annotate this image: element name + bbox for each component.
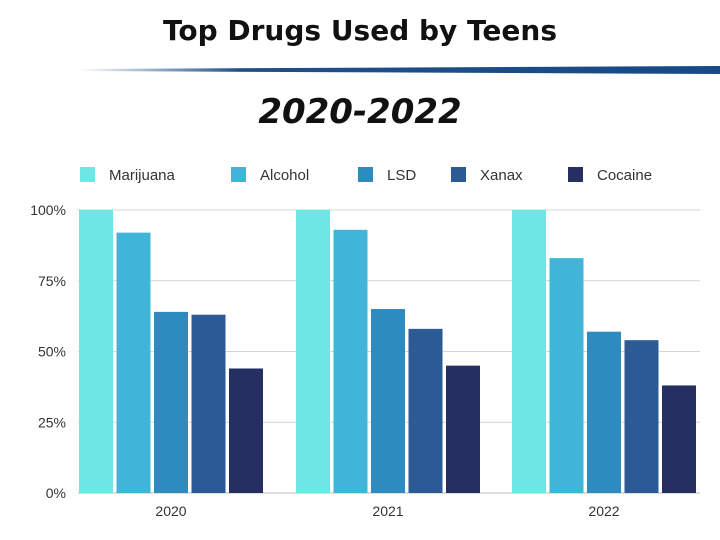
legend-swatch: [80, 167, 95, 182]
legend: Marijuana Alcohol LSD Xanax Cocaine: [80, 167, 652, 184]
chart-title: Top Drugs Used by Teens: [162, 14, 558, 47]
x-tick-label: 2021: [372, 503, 403, 519]
bar-marijuana-2020: [79, 210, 113, 493]
legend-swatch: [451, 167, 466, 182]
bar-group-2021: [296, 210, 480, 493]
legend-label: Xanax: [480, 167, 523, 184]
legend-swatch: [358, 167, 373, 182]
bar-cocaine-2020: [229, 368, 263, 493]
legend-label: Cocaine: [597, 167, 652, 184]
legend-item-lsd: LSD: [358, 167, 416, 184]
y-tick-label: 75%: [38, 273, 66, 289]
y-tick-label: 0%: [46, 485, 66, 501]
legend-swatch: [231, 167, 246, 182]
legend-swatch: [568, 167, 583, 182]
bar-xanax-2022: [624, 340, 659, 493]
bar-alcohol-2022: [549, 258, 584, 493]
bar-xanax-2020: [191, 314, 226, 493]
bar-lsd-2021: [371, 309, 405, 493]
bar-alcohol-2021: [333, 229, 368, 493]
bars: [79, 210, 696, 493]
legend-item-xanax: Xanax: [451, 167, 523, 184]
legend-label: LSD: [387, 167, 416, 184]
bar-cocaine-2021: [446, 365, 480, 493]
bar-group-2022: [512, 210, 696, 493]
x-tick-label: 2022: [588, 503, 619, 519]
legend-item-alcohol: Alcohol: [231, 167, 309, 184]
x-axis: 2020 2021 2022: [155, 503, 619, 519]
title-divider: [80, 66, 720, 74]
y-tick-label: 100%: [30, 202, 66, 218]
bar-lsd-2020: [154, 311, 188, 493]
legend-label: Alcohol: [260, 167, 309, 184]
legend-label: Marijuana: [109, 167, 176, 184]
bar-marijuana-2022: [512, 210, 546, 493]
bar-group-2020: [79, 210, 263, 493]
x-tick-label: 2020: [155, 503, 186, 519]
y-tick-label: 25%: [38, 414, 66, 430]
y-tick-label: 50%: [38, 344, 66, 360]
bar-xanax-2021: [408, 328, 443, 493]
bar-lsd-2022: [587, 331, 621, 493]
legend-item-marijuana: Marijuana: [80, 167, 176, 184]
bar-alcohol-2020: [116, 232, 151, 493]
bar-marijuana-2021: [296, 210, 330, 493]
chart-subtitle: 2020-2022: [258, 92, 462, 132]
legend-item-cocaine: Cocaine: [568, 167, 652, 184]
bar-cocaine-2022: [662, 385, 696, 493]
